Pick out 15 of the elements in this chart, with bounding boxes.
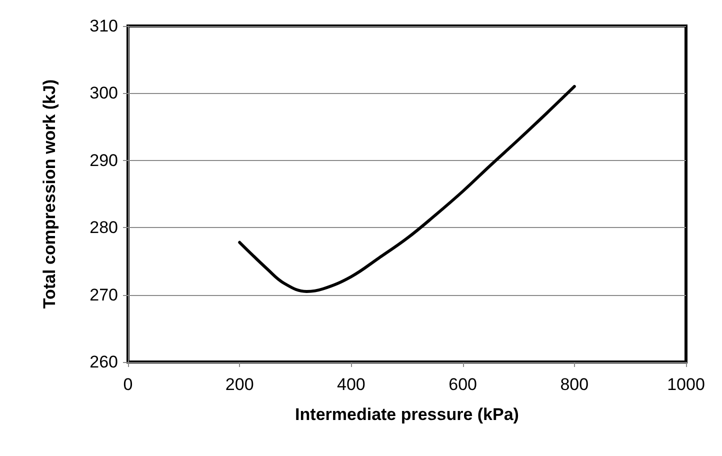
y-tick-label: 300 <box>90 84 118 103</box>
x-tick-label: 200 <box>225 375 254 394</box>
x-tick-label: 1000 <box>667 375 705 394</box>
x-tick-label: 400 <box>337 375 366 394</box>
y-axis-title: Total compression work (kJ) <box>40 79 59 309</box>
x-tick-label: 600 <box>448 375 477 394</box>
y-tick-label: 280 <box>90 218 118 238</box>
x-tick-label: 0 <box>123 375 133 394</box>
x-tick-label: 800 <box>560 375 589 394</box>
y-tick-label: 290 <box>90 150 118 170</box>
x-axis-title: Intermediate pressure (kPa) <box>295 405 519 424</box>
y-tick-label: 270 <box>90 285 118 304</box>
line-series <box>238 84 576 293</box>
y-tick-label: 260 <box>90 352 118 372</box>
y-tick-label: 310 <box>90 16 118 36</box>
